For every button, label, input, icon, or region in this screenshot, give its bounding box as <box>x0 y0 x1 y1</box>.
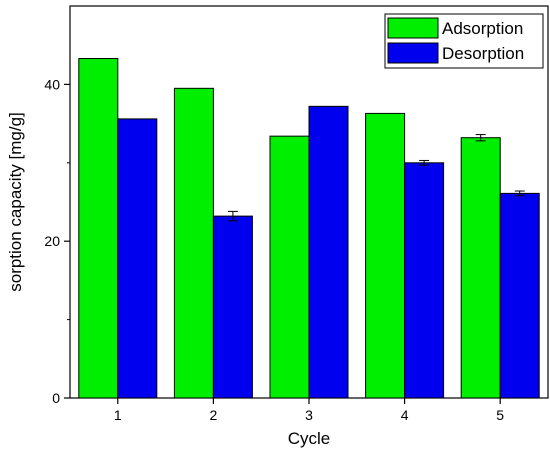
legend: Adsorption Desorption <box>384 13 544 69</box>
errorbars-group <box>227 134 525 222</box>
bar-adsorption-4 <box>365 112 406 399</box>
bars-group <box>78 58 540 399</box>
y-tick-label: 0 <box>52 390 60 406</box>
legend-swatch-adsorption <box>387 17 439 39</box>
x-tick-label: 5 <box>496 407 504 423</box>
x-tick-label: 4 <box>401 407 409 423</box>
y-tick-label: 20 <box>44 233 60 249</box>
legend-label-adsorption: Adsorption <box>442 19 523 38</box>
bar-desorption-5 <box>499 192 540 399</box>
x-axis-title: Cycle <box>288 429 331 448</box>
bar-desorption-2 <box>212 215 253 399</box>
y-axis: 0 20 40 <box>44 76 70 406</box>
bar-desorption-3 <box>308 105 349 399</box>
legend-label-desorption: Desorption <box>442 44 524 63</box>
bar-desorption-4 <box>404 162 445 399</box>
x-tick-label: 3 <box>305 407 313 423</box>
bar-adsorption-1 <box>78 58 119 399</box>
x-tick-label: 2 <box>210 407 218 423</box>
x-axis: 1 2 3 4 5 <box>114 398 504 423</box>
bar-adsorption-5 <box>460 137 501 399</box>
bar-adsorption-3 <box>269 135 310 399</box>
y-axis-title: sorption capacity [mg/g] <box>6 112 25 292</box>
bar-desorption-1 <box>117 118 158 399</box>
y-tick-label: 40 <box>44 76 60 92</box>
x-tick-label: 1 <box>114 407 122 423</box>
bar-adsorption-2 <box>173 87 214 399</box>
legend-swatch-desorption <box>387 42 439 64</box>
